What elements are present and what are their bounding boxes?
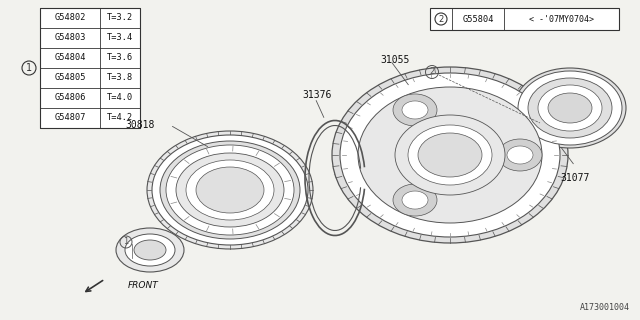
Text: A173001004: A173001004: [580, 303, 630, 312]
Text: T=3.2: T=3.2: [107, 13, 133, 22]
Ellipse shape: [147, 131, 313, 249]
Ellipse shape: [160, 141, 300, 239]
Ellipse shape: [395, 115, 505, 195]
Text: < -'07MY0704>: < -'07MY0704>: [529, 14, 594, 23]
Ellipse shape: [402, 101, 428, 119]
Bar: [430, 8, 619, 30]
Ellipse shape: [548, 93, 592, 123]
Ellipse shape: [116, 228, 184, 272]
Text: G54804: G54804: [54, 53, 86, 62]
Ellipse shape: [507, 146, 533, 164]
Bar: [40, 8, 140, 128]
Ellipse shape: [514, 68, 626, 148]
Text: 2: 2: [429, 68, 435, 76]
Ellipse shape: [538, 85, 602, 131]
Text: G54802: G54802: [54, 13, 86, 22]
Text: T=3.8: T=3.8: [107, 74, 133, 83]
Text: 2: 2: [438, 14, 444, 23]
Ellipse shape: [152, 135, 308, 245]
Ellipse shape: [498, 139, 542, 171]
Ellipse shape: [332, 67, 568, 243]
Text: T=4.2: T=4.2: [107, 114, 133, 123]
Text: G55804: G55804: [462, 14, 493, 23]
Ellipse shape: [166, 145, 294, 235]
Text: G54807: G54807: [54, 114, 86, 123]
Text: G54803: G54803: [54, 34, 86, 43]
Ellipse shape: [528, 78, 612, 138]
Ellipse shape: [393, 184, 437, 216]
Text: G54806: G54806: [54, 93, 86, 102]
Text: T=3.6: T=3.6: [107, 53, 133, 62]
Ellipse shape: [393, 94, 437, 126]
Ellipse shape: [186, 160, 274, 220]
Text: T=4.0: T=4.0: [107, 93, 133, 102]
Ellipse shape: [358, 87, 542, 223]
Ellipse shape: [196, 167, 264, 213]
Text: T=3.4: T=3.4: [107, 34, 133, 43]
Text: 1: 1: [124, 237, 129, 246]
Text: FRONT: FRONT: [128, 282, 159, 291]
Ellipse shape: [340, 73, 560, 237]
Text: 1: 1: [26, 63, 32, 73]
Text: 30818: 30818: [125, 120, 155, 130]
Ellipse shape: [518, 71, 622, 145]
Text: G54805: G54805: [54, 74, 86, 83]
Ellipse shape: [125, 234, 175, 266]
Ellipse shape: [134, 240, 166, 260]
Text: 31376: 31376: [302, 90, 332, 100]
Text: 31055: 31055: [380, 55, 410, 65]
Ellipse shape: [176, 153, 284, 227]
Ellipse shape: [402, 191, 428, 209]
Ellipse shape: [408, 125, 492, 185]
Text: 31077: 31077: [560, 173, 589, 183]
Ellipse shape: [418, 133, 482, 177]
